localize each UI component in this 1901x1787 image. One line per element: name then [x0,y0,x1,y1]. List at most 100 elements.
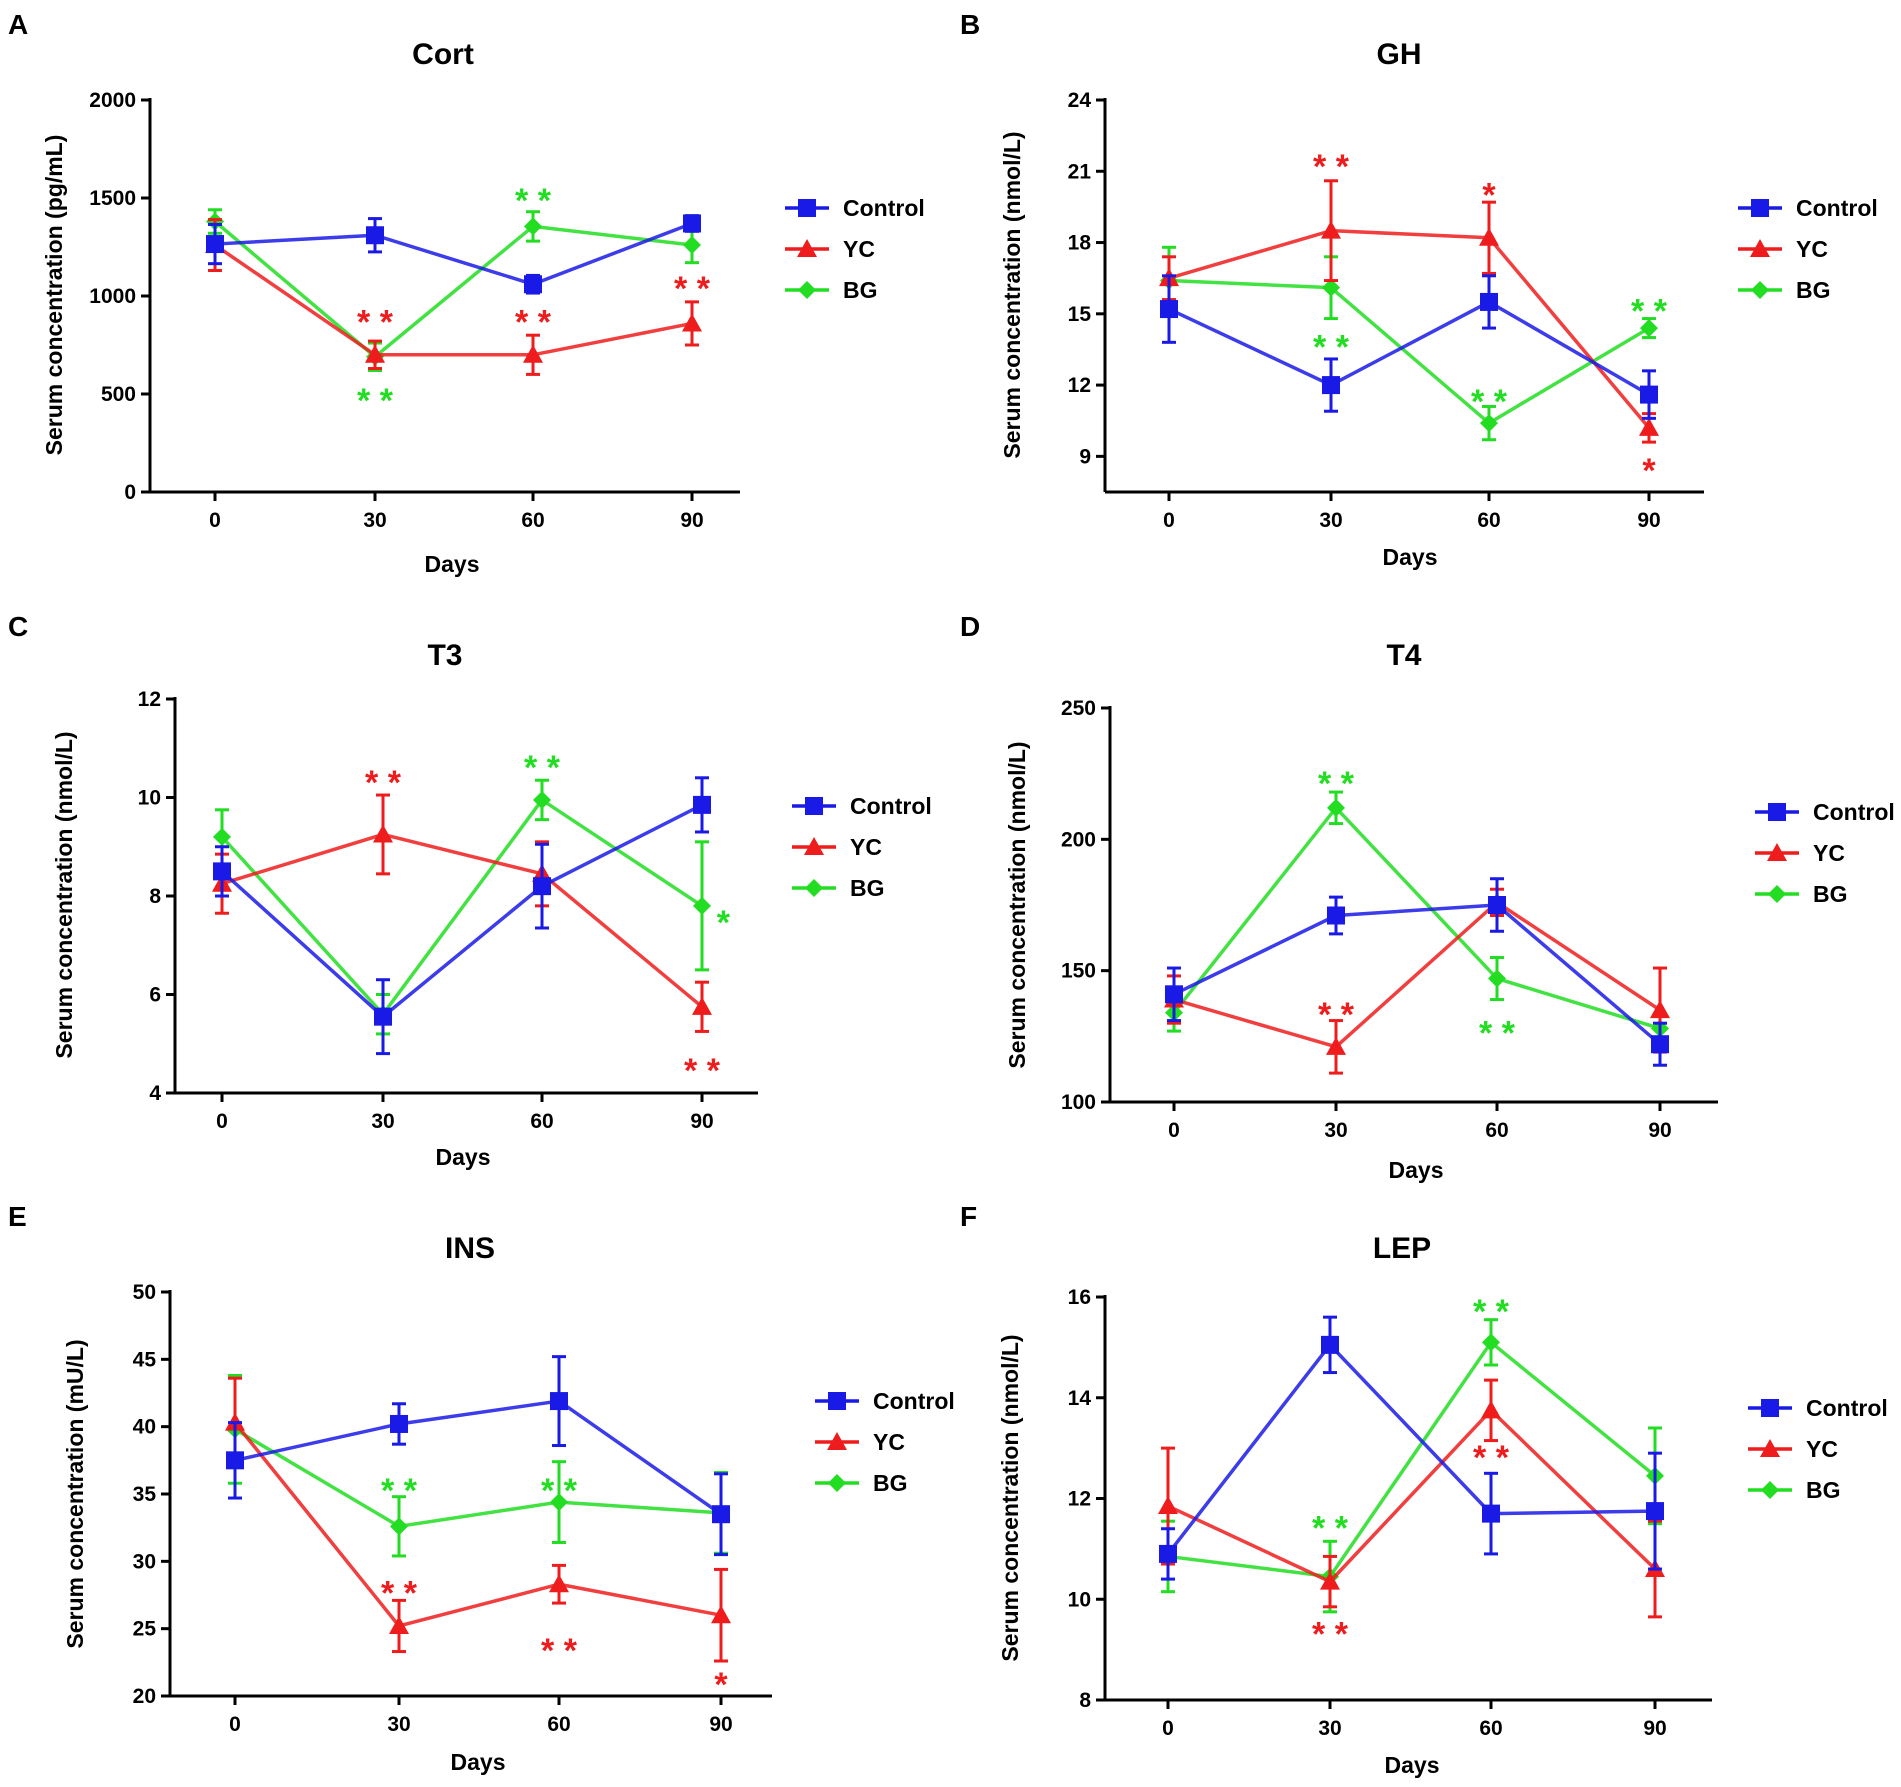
data-point [226,1451,244,1470]
x-tick-label: 90 [680,509,703,532]
legend-label: BG [1813,881,1848,907]
y-tick-label: 250 [1061,697,1096,720]
x-tick-label: 30 [363,509,386,532]
data-point [1488,896,1506,914]
series-line [1168,300,1650,397]
y-tick-label: 500 [101,383,136,406]
legend-item-yc: YC [1738,236,1828,262]
data-point [1640,385,1658,404]
legend: Control YC BG [1738,195,1878,303]
significance-mark: * * [684,1052,721,1090]
significance-mark: * * [541,1472,578,1510]
significance-mark: * * [1313,328,1350,366]
panel-letter: A [8,9,28,40]
y-tick-label: 100 [1061,1091,1096,1114]
y-axis-label: Serum concentration (mU/L) [62,1339,88,1648]
legend-label: YC [1813,840,1845,866]
legend-marker [827,1432,847,1450]
legend-label: YC [873,1429,905,1455]
x-tick-label: 60 [530,1110,553,1133]
x-tick-label: 90 [709,1713,732,1736]
series-yc [1158,1378,1665,1619]
data-point [206,235,224,254]
legend-label: Control [850,793,932,819]
data-point [1327,798,1345,817]
data-point [682,313,702,332]
data-point [1480,292,1498,311]
legend-label: YC [1806,1436,1838,1462]
legend-item-yc: YC [792,834,882,860]
y-axis-label: Serum concentration (nmol/L) [999,131,1025,458]
data-point [374,1007,392,1026]
y-tick-label: 12 [1068,374,1091,397]
y-tick-label: 8 [1079,1689,1091,1712]
data-point [549,1574,569,1593]
data-point [1651,1035,1669,1054]
x-tick-label: 30 [371,1110,394,1133]
y-tick-label: 1000 [89,285,136,308]
legend-item-bg: BG [1755,881,1848,907]
data-point [1321,220,1341,239]
legend-item-control: Control [1755,799,1895,825]
significance-mark: * * [1312,1615,1349,1653]
series-control [1165,877,1669,1067]
series-line [213,220,693,359]
data-point [1480,414,1498,433]
panel-ins: E INS 20 25 30 35 40 45 50 0 30 60 90 Days Serum conce… [8,1201,955,1775]
significance-mark: * [1482,176,1496,214]
legend: Control YC BG [1755,799,1895,907]
x-axis-label: Days [425,551,480,577]
x-axis-label: Days [1389,1157,1444,1183]
series-line [214,243,693,357]
significance-mark: * * [381,1574,418,1612]
x-tick-label: 90 [690,1110,713,1133]
legend-marker [805,797,823,815]
significance-mark: * * [1473,1293,1510,1331]
significance-mark: * [717,904,731,942]
legend-item-bg: BG [1748,1477,1841,1503]
data-point [523,344,543,363]
legend-label: Control [1796,195,1878,221]
legend-marker [828,1392,846,1410]
legend-item-control: Control [815,1388,955,1414]
series-yc [212,793,712,1033]
legend-marker [1761,1399,1779,1417]
data-point [390,1414,408,1433]
legend-marker [1760,1439,1780,1457]
data-point [550,1392,568,1411]
y-tick-label: 150 [1061,960,1096,983]
x-tick-label: 0 [229,1713,241,1736]
y-tick-label: 12 [138,688,161,711]
legend-item-control: Control [785,195,925,221]
significance-mark: * * [524,749,561,787]
significance-mark: * * [1479,1014,1516,1052]
legend-label: BG [1806,1477,1841,1503]
y-tick-label: 15 [1068,303,1092,326]
panel-letter: C [8,611,28,642]
x-axis-label: Days [1383,544,1438,570]
series-line [1167,1408,1657,1584]
legend-marker [1750,239,1770,257]
data-point [1320,1571,1340,1590]
legend-marker [805,879,823,897]
series-line [1172,806,1661,1031]
legend-item-yc: YC [815,1429,905,1455]
panel-lep: F LEP 8 10 12 14 16 0 30 60 90 Days Serum concentrat… [960,1201,1888,1778]
x-tick-label: 0 [216,1110,228,1133]
legend-label: Control [873,1388,955,1414]
y-tick-label: 12 [1068,1488,1091,1511]
y-tick-label: 45 [133,1348,157,1371]
significance-mark: * * [1313,148,1350,186]
significance-mark: * * [541,1632,578,1670]
series-line [1168,228,1651,429]
y-tick-label: 50 [133,1281,156,1304]
legend-label: BG [843,277,878,303]
y-tick-label: 24 [1068,89,1092,112]
series-line [1167,1340,1657,1579]
legend-item-control: Control [792,793,932,819]
data-point [1639,417,1659,436]
significance-mark: * * [515,304,552,342]
panel-title: GH [1377,38,1422,71]
legend-marker [1751,199,1769,217]
